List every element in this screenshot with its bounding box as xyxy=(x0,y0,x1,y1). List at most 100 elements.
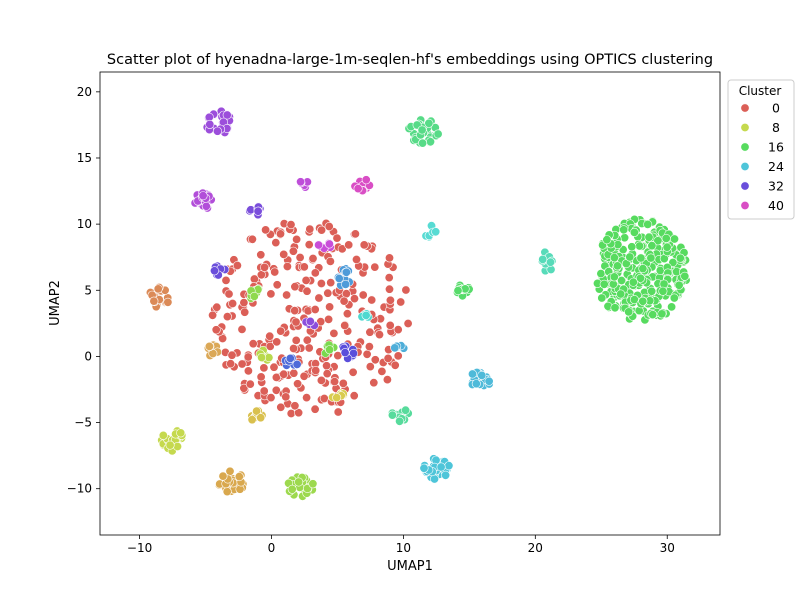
legend-marker xyxy=(740,142,750,152)
data-point xyxy=(286,408,296,418)
data-point xyxy=(239,298,249,308)
data-point xyxy=(308,479,318,489)
data-point xyxy=(646,253,656,263)
data-point xyxy=(198,191,208,201)
data-point xyxy=(674,280,684,290)
data-point xyxy=(436,462,446,472)
data-point xyxy=(210,266,220,276)
data-point xyxy=(291,335,301,345)
data-point xyxy=(340,348,350,358)
data-point xyxy=(396,297,406,307)
chart-title: Scatter plot of hyenadna-large-1m-seqlen… xyxy=(107,52,713,68)
data-point xyxy=(224,289,234,299)
data-point xyxy=(635,273,645,283)
data-point xyxy=(243,352,253,362)
data-point xyxy=(299,371,309,381)
data-point xyxy=(272,280,282,290)
data-point xyxy=(444,461,454,471)
y-tick-label: 10 xyxy=(77,217,92,231)
legend-label: 40 xyxy=(768,198,784,213)
data-point xyxy=(602,235,612,245)
legend-marker xyxy=(740,123,750,133)
data-point xyxy=(290,306,300,316)
data-point xyxy=(256,250,266,260)
data-point xyxy=(279,369,289,379)
legend-marker xyxy=(740,162,750,172)
data-point xyxy=(285,353,295,363)
data-point xyxy=(163,297,173,307)
data-point xyxy=(620,233,630,243)
data-point xyxy=(234,472,244,482)
data-point xyxy=(477,370,487,380)
data-point xyxy=(281,392,291,402)
data-point xyxy=(361,175,371,185)
legend-label: 16 xyxy=(768,140,784,155)
legend-marker xyxy=(740,181,750,191)
data-point xyxy=(638,264,648,274)
data-point xyxy=(212,302,222,312)
plot-area xyxy=(99,71,721,536)
data-point xyxy=(365,362,375,372)
data-point xyxy=(635,241,645,251)
data-point xyxy=(610,303,620,313)
data-point xyxy=(342,309,352,319)
data-point xyxy=(653,236,663,246)
data-point xyxy=(279,249,289,259)
data-point xyxy=(301,275,311,285)
data-point xyxy=(276,326,286,336)
data-point xyxy=(349,391,359,401)
data-point xyxy=(237,359,247,369)
data-point xyxy=(286,220,296,230)
data-point xyxy=(467,369,477,379)
data-point xyxy=(316,278,326,288)
data-point xyxy=(624,307,634,317)
data-point xyxy=(401,285,411,295)
data-point xyxy=(647,286,657,296)
y-tick-label: −10 xyxy=(67,482,92,496)
data-point xyxy=(295,253,305,263)
data-point xyxy=(296,177,306,187)
data-point xyxy=(326,278,336,288)
legend-marker xyxy=(740,201,750,211)
data-point xyxy=(275,229,285,239)
data-point xyxy=(395,416,405,426)
y-tick-label: 15 xyxy=(77,151,92,165)
data-point xyxy=(208,310,218,320)
data-point xyxy=(596,269,606,279)
data-point xyxy=(158,430,168,440)
data-point xyxy=(240,307,250,317)
data-point xyxy=(627,242,637,252)
x-tick-label: 0 xyxy=(268,541,276,555)
data-point xyxy=(662,242,672,252)
data-point xyxy=(401,405,411,415)
data-point xyxy=(390,343,400,353)
data-point xyxy=(204,341,214,351)
data-point xyxy=(302,286,312,296)
data-point xyxy=(643,219,653,229)
data-point xyxy=(329,328,339,338)
data-point xyxy=(419,463,429,473)
data-point xyxy=(211,325,221,335)
x-tick-label: 10 xyxy=(396,541,411,555)
data-point xyxy=(294,408,304,418)
data-point xyxy=(658,286,668,296)
data-point xyxy=(149,296,159,306)
data-point xyxy=(638,296,648,306)
data-point xyxy=(302,393,312,403)
data-point xyxy=(669,234,679,244)
data-point xyxy=(453,286,463,296)
data-point xyxy=(616,289,626,299)
data-point xyxy=(305,316,315,326)
data-point xyxy=(429,474,439,484)
data-point xyxy=(644,232,654,242)
data-point xyxy=(374,330,384,340)
data-point xyxy=(325,302,335,312)
data-point xyxy=(239,383,249,393)
data-point xyxy=(629,227,639,237)
data-point xyxy=(290,401,300,411)
data-point xyxy=(364,342,374,352)
data-point xyxy=(441,470,451,480)
data-point xyxy=(291,317,301,327)
data-point xyxy=(393,325,403,335)
data-point xyxy=(245,379,255,389)
